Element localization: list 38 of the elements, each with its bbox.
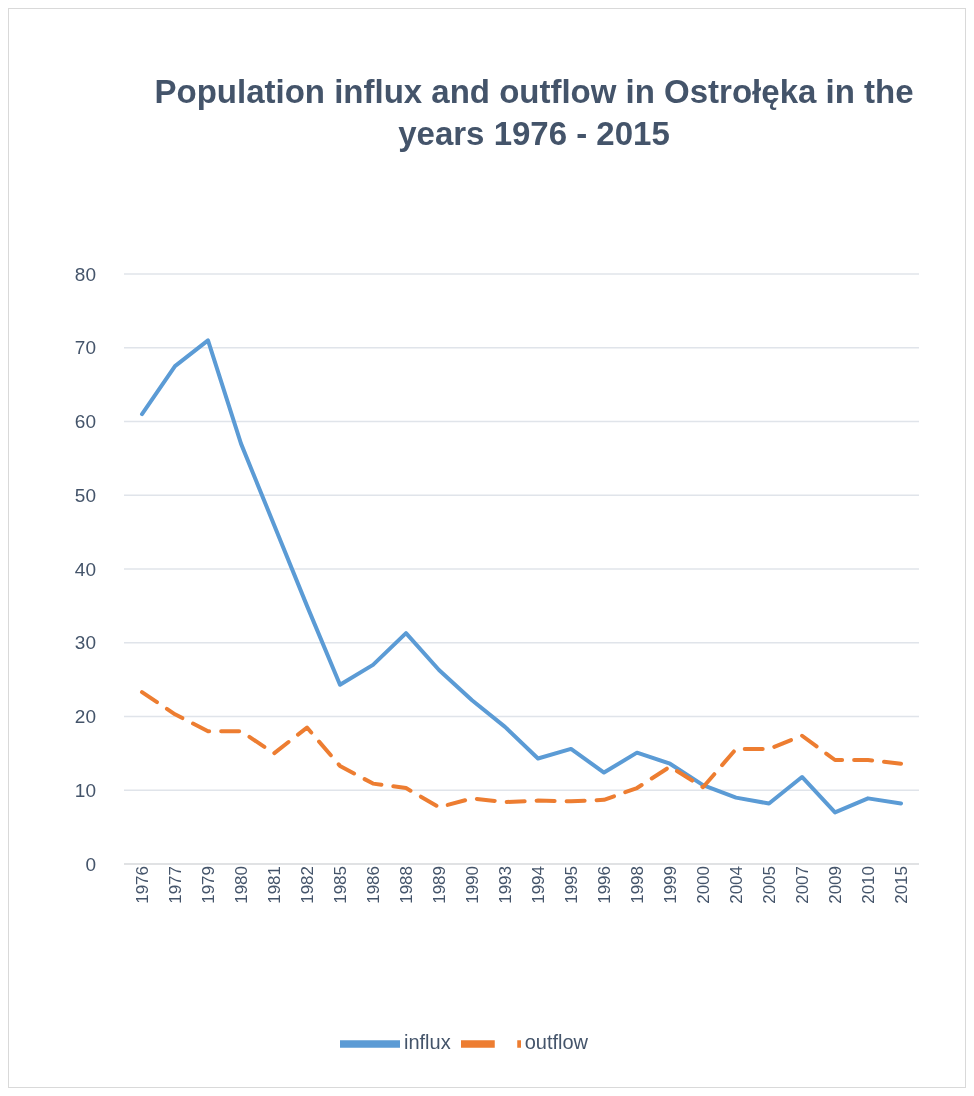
x-tick-label: 1985 — [331, 866, 351, 904]
x-tick-label: 1979 — [199, 866, 219, 904]
chart-title: Population influx and outflow in Ostrołęka in the years 1976 - 2015 — [153, 72, 915, 154]
x-tick-label: 1989 — [430, 866, 450, 904]
x-tick-label: 1986 — [364, 866, 384, 904]
x-tick-label: 1976 — [133, 866, 153, 904]
line-series — [140, 690, 903, 810]
x-tick-label: 1998 — [628, 866, 648, 904]
x-tick-label: 1999 — [661, 866, 681, 904]
x-tick-label: 1977 — [166, 866, 186, 904]
x-tick-label: 2007 — [793, 866, 813, 904]
x-tick-label: 2010 — [859, 866, 879, 904]
y-tick-label: 70 — [74, 337, 96, 359]
y-tick-label: 80 — [74, 263, 96, 285]
x-tick-label: 1996 — [595, 866, 615, 904]
x-tick-label: 2000 — [694, 866, 714, 904]
line-series — [140, 338, 903, 815]
x-tick-label: 2004 — [727, 866, 747, 904]
y-tick-label: 0 — [85, 853, 96, 875]
x-tick-label: 2009 — [826, 866, 846, 904]
legend-label: influx — [403, 1031, 451, 1054]
legend-label: outflow — [524, 1031, 589, 1054]
y-tick-label: 10 — [74, 779, 96, 801]
y-tick-label: 40 — [74, 558, 96, 580]
x-tick-label: 2015 — [892, 866, 912, 904]
x-tick-label: 1982 — [298, 866, 318, 904]
y-tick-label: 60 — [74, 411, 96, 433]
y-tick-label: 50 — [74, 484, 96, 506]
y-tick-label: 20 — [74, 706, 96, 728]
x-tick-label: 1980 — [232, 866, 252, 904]
x-tick-label: 1990 — [463, 866, 483, 904]
x-tick-label: 1988 — [397, 866, 417, 904]
x-tick-label: 1994 — [529, 866, 549, 904]
y-tick-label: 30 — [74, 632, 96, 654]
x-tick-label: 2005 — [760, 866, 780, 904]
x-tick-label: 1993 — [496, 866, 516, 904]
x-tick-label: 1981 — [265, 866, 285, 904]
x-tick-label: 1995 — [562, 866, 582, 904]
